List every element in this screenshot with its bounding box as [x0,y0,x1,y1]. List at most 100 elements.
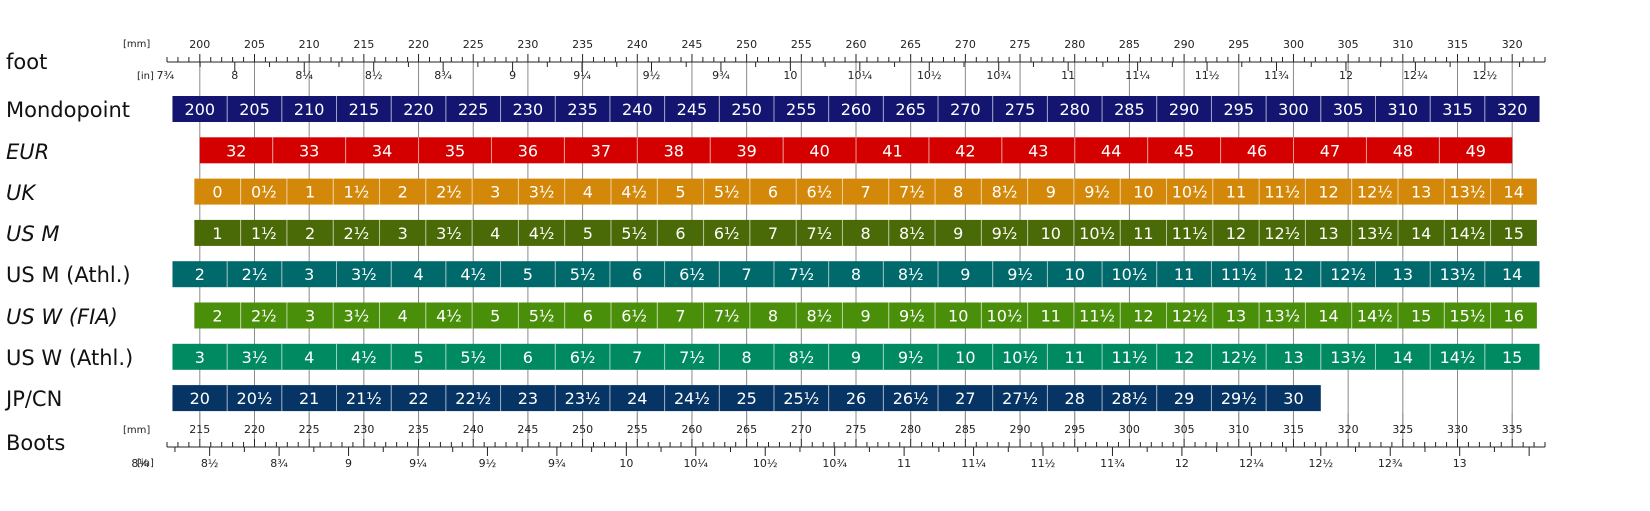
size-label: 11½ [1079,307,1115,326]
size-cell [749,178,797,205]
size-label: 235 [567,100,598,119]
foot-axis-label: foot [6,50,47,74]
size-label: 2½ [251,307,277,326]
size-label: 225 [458,100,489,119]
size-label: 14½ [1440,348,1476,367]
size-label: 3½ [344,307,370,326]
mm-tick-label: 225 [463,38,484,51]
size-cell [796,219,843,246]
size-label: 15 [1504,224,1524,243]
size-label: 10½ [1111,265,1147,284]
size-label: 0 [212,183,222,202]
size-label: 14 [1318,307,1338,326]
size-label: 23 [518,389,538,408]
size-label: 35 [445,141,465,160]
size-cell [1444,302,1491,329]
size-label: 215 [349,100,380,119]
size-label: 9 [960,265,970,284]
size-label: 4 [398,307,408,326]
size-label: 8½ [899,224,925,243]
size-label: 10 [948,307,968,326]
size-cell [1156,385,1212,412]
inch-tick-label: 11½ [1031,457,1056,470]
size-cell [345,137,419,164]
size-label: 3½ [242,348,268,367]
size-label: 7½ [679,348,705,367]
size-cell [425,219,473,246]
size-cell [1211,261,1267,288]
size-label: 41 [882,141,902,160]
inch-tick-label: 10¼ [847,69,872,82]
row-us-w-athl: 3 3½ 4 4½ 5 5½ 6 6½ 7 7½ 8 8½ 9 9½ 10 10½ 11 11½ 12 12½ 13 13… [172,343,1540,370]
size-label: 7½ [714,307,740,326]
size-cell [1484,96,1540,122]
size-cell [749,302,797,329]
mm-tick-label: 255 [791,38,812,51]
size-label: 6 [675,224,685,243]
size-rows: Mondopoint EUR UK US M US M (Athl.) US W… [4,96,1540,412]
size-label: 8½ [992,183,1018,202]
size-cell [1266,96,1321,122]
mm-tick-label: 280 [1064,38,1085,51]
size-label: 13 [1411,183,1431,202]
size-label: 4 [413,265,423,284]
size-cell [425,178,473,205]
inch-tick-label: 11¼ [961,457,986,470]
size-cell [272,137,346,164]
size-cell [1397,178,1445,205]
size-label: 5 [583,224,593,243]
inch-tick-label: 11 [897,457,911,470]
mm-tick-label: 305 [1174,423,1195,436]
size-cell [1102,343,1157,370]
size-cell [240,219,287,246]
size-label: 12 [1318,183,1338,202]
size-label: 14 [1504,183,1524,202]
size-cell [333,219,380,246]
size-label: 280 [1059,100,1090,119]
size-cell [828,261,884,288]
size-label: 6½ [621,307,647,326]
size-label: 6½ [679,265,705,284]
size-cell [981,178,1028,205]
size-label: 1 [212,224,222,243]
size-label: 13½ [1264,307,1300,326]
size-cell [1047,385,1103,412]
size-label: 28 [1065,389,1085,408]
size-cell [564,219,611,246]
size-cell [281,261,337,288]
size-cell [1444,219,1491,246]
size-label: 13 [1283,348,1303,367]
foot-axis-mm-unit: [mm] [123,39,150,50]
inch-tick-label: 12¾ [1378,457,1403,470]
size-label: 13½ [1330,348,1366,367]
size-cell [610,219,658,246]
size-cell [1305,178,1352,205]
size-label: 22 [408,389,428,408]
size-label: 12½ [1172,307,1208,326]
size-cell [719,385,774,412]
size-cell [938,343,993,370]
inch-tick-label: 9 [345,457,352,470]
inch-tick-label: 12¼ [1239,457,1264,470]
size-label: 4½ [351,348,377,367]
size-cell [240,302,287,329]
inch-tick-label: 8¾ [270,457,288,470]
size-label: 10 [1133,183,1153,202]
size-cell [336,96,392,122]
mm-tick-label: 295 [1064,423,1085,436]
mm-tick-label: 285 [1119,38,1140,51]
inch-tick-label: 12 [1339,69,1353,82]
size-label: 21½ [346,389,382,408]
size-cell [981,219,1028,246]
size-cell [1074,137,1148,164]
size-label: 29 [1174,389,1194,408]
size-cell [227,343,282,370]
size-label: 8½ [788,348,814,367]
inch-tick-label: 10½ [753,457,778,470]
size-cell [1351,302,1398,329]
size-cell [1156,261,1212,288]
size-cell [749,219,797,246]
size-cell [172,261,228,288]
size-cell [1073,302,1121,329]
size-label: 14 [1502,265,1522,284]
